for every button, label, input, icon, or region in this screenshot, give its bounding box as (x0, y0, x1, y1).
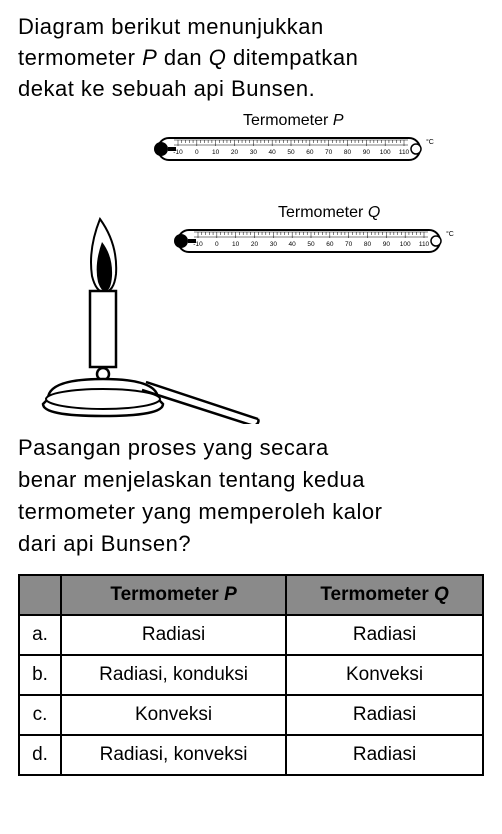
svg-text:90: 90 (383, 241, 391, 248)
svg-text:110: 110 (419, 241, 430, 248)
intro-line2c: ditempatkan (226, 45, 358, 70)
svg-text:50: 50 (307, 241, 315, 248)
header-blank (19, 575, 61, 615)
cell-thermo-p: Radiasi, konveksi (61, 735, 286, 775)
option-label: c. (19, 695, 61, 735)
header-thermo-q: Termometer Q (286, 575, 483, 615)
thermometer-p: -10 0 10 20 30 40 50 60 70 80 90 100 110 °C (146, 134, 436, 166)
thermometer-q-label: Termometer Q (278, 204, 380, 222)
q-line4: dari api Bunsen? (18, 531, 191, 556)
option-label: b. (19, 655, 61, 695)
svg-text:60: 60 (326, 241, 334, 248)
svg-text:110: 110 (399, 149, 410, 156)
q-line3: termometer yang memperoleh kalor (18, 499, 382, 524)
table-row: d.Radiasi, konveksiRadiasi (19, 735, 483, 775)
answer-table: Termometer P Termometer Q a.RadiasiRadia… (18, 574, 484, 776)
svg-text:50: 50 (287, 149, 295, 156)
svg-text:60: 60 (306, 149, 314, 156)
table-row: c.KonveksiRadiasi (19, 695, 483, 735)
svg-text:90: 90 (363, 149, 371, 156)
question-paragraph: Pasangan proses yang secara benar menjel… (18, 432, 484, 560)
thermometer-p-label: Termometer P (243, 112, 343, 130)
option-label: a. (19, 615, 61, 655)
svg-text:80: 80 (344, 149, 352, 156)
cell-thermo-q: Radiasi (286, 615, 483, 655)
svg-text:30: 30 (250, 149, 258, 156)
table-row: b.Radiasi, konduksiKonveksi (19, 655, 483, 695)
cell-thermo-q: Konveksi (286, 655, 483, 695)
svg-text:100: 100 (380, 149, 391, 156)
svg-text:80: 80 (364, 241, 372, 248)
intro-paragraph: Diagram berikut menunjukkan termometer P… (18, 12, 484, 104)
svg-text:20: 20 (231, 149, 239, 156)
intro-line1: Diagram berikut menunjukkan (18, 14, 324, 39)
svg-text:0: 0 (195, 149, 199, 156)
svg-text:100: 100 (400, 241, 411, 248)
q-line2: benar menjelaskan tentang kedua (18, 467, 365, 492)
option-label: d. (19, 735, 61, 775)
table-header-row: Termometer P Termometer Q (19, 575, 483, 615)
diagram: Termometer P -10 0 10 20 30 40 50 60 70 80 90 100 11… (18, 112, 484, 422)
svg-text:40: 40 (269, 149, 277, 156)
cell-thermo-p: Radiasi (61, 615, 286, 655)
svg-text:70: 70 (345, 241, 353, 248)
cell-thermo-q: Radiasi (286, 695, 483, 735)
cell-thermo-q: Radiasi (286, 735, 483, 775)
intro-line3: dekat ke sebuah api Bunsen. (18, 76, 315, 101)
svg-text:40: 40 (289, 241, 297, 248)
cell-thermo-p: Radiasi, konduksi (61, 655, 286, 695)
header-thermo-p: Termometer P (61, 575, 286, 615)
svg-text:70: 70 (325, 149, 333, 156)
bunsen-burner (18, 194, 278, 424)
intro-line2a: termometer (18, 45, 142, 70)
svg-text:°C: °C (426, 138, 434, 146)
intro-var-p: P (142, 45, 157, 70)
intro-line2b: dan (157, 45, 208, 70)
svg-text:10: 10 (212, 149, 220, 156)
cell-thermo-p: Konveksi (61, 695, 286, 735)
svg-text:°C: °C (446, 230, 454, 238)
intro-var-q: Q (209, 45, 227, 70)
svg-text:-10: -10 (173, 149, 183, 156)
table-row: a.RadiasiRadiasi (19, 615, 483, 655)
q-line1: Pasangan proses yang secara (18, 435, 329, 460)
